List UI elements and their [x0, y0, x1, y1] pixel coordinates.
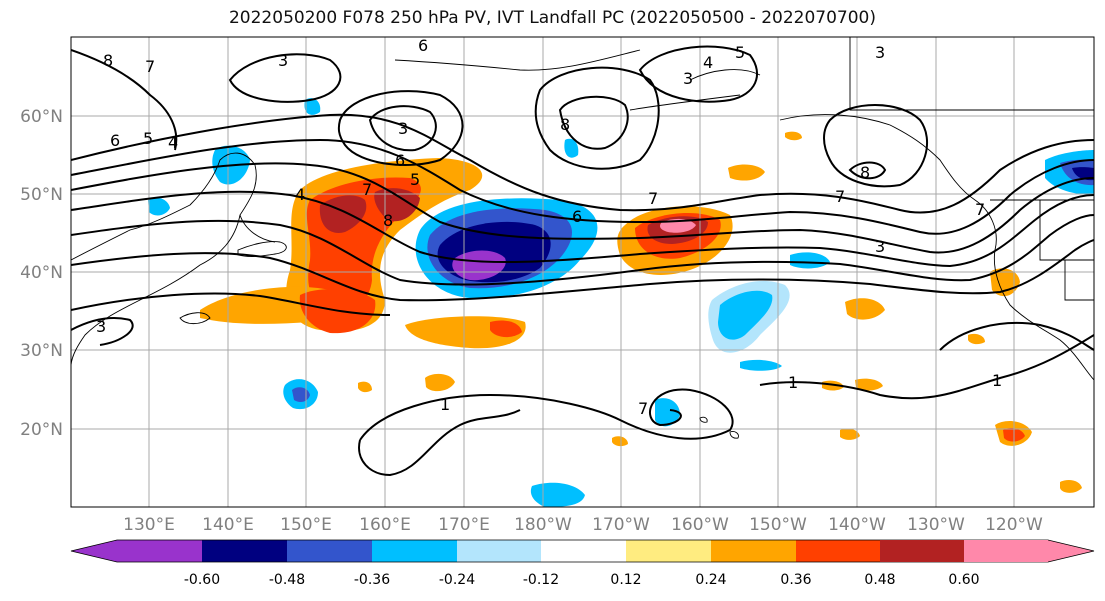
colorbar-segment: [457, 540, 541, 562]
contour-label: 3: [96, 317, 106, 336]
lon-label: 130°E: [123, 515, 175, 535]
lon-label: 180°W: [514, 515, 572, 535]
lat-label: 40°N: [20, 263, 63, 283]
colorbar-tick-label: 0.12: [610, 572, 641, 588]
contour-label: 5: [143, 129, 153, 148]
pv-contours: [71, 45, 1094, 477]
contour-label: 7: [835, 187, 845, 206]
colorbar: -0.60 -0.48 -0.36 -0.24 -0.12 0.12 0.24 …: [70, 539, 1095, 588]
contour-label: 1: [788, 373, 798, 392]
latitude-labels: 60°N 50°N 40°N 30°N 20°N: [20, 107, 63, 440]
contour-label: 7: [145, 57, 155, 76]
colorbar-segment: [541, 540, 626, 562]
contour-label: 7: [975, 200, 985, 219]
longitude-labels: 130°E 140°E 150°E 160°E 170°E 180°W 170°…: [123, 515, 1043, 535]
colorbar-segment: [202, 540, 287, 562]
colorbar-tick-label: 0.48: [864, 572, 895, 588]
contour-label: 6: [110, 131, 120, 150]
colorbar-tick-label: -0.36: [354, 572, 390, 588]
colorbar-segment: [796, 540, 880, 562]
contour-label: 1: [992, 371, 1002, 390]
graticule: [71, 37, 1094, 507]
lon-label: 130°W: [907, 515, 965, 535]
colorbar-segment: [964, 540, 1048, 562]
contour-label: 3: [278, 51, 288, 70]
lon-label: 170°W: [592, 515, 650, 535]
contour-label: 3: [875, 43, 885, 62]
lon-label: 120°W: [985, 515, 1043, 535]
lat-label: 20°N: [20, 420, 63, 440]
lon-label: 150°E: [280, 515, 332, 535]
colorbar-segment: [117, 540, 202, 562]
colorbar-tick-label: -0.48: [269, 572, 305, 588]
lat-label: 60°N: [20, 107, 63, 127]
colorbar-segment: [626, 540, 711, 562]
contour-label: 3: [398, 119, 408, 138]
contour-label: 6: [395, 151, 405, 170]
contour-label: 8: [103, 51, 113, 70]
map-title: 2022050200 F078 250 hPa PV, IVT Landfall…: [228, 8, 876, 28]
contour-label: 4: [168, 133, 178, 152]
colorbar-tick-label: 0.36: [780, 572, 811, 588]
colorbar-segment: [287, 540, 372, 562]
contour-label: 3: [683, 69, 693, 88]
lon-label: 150°W: [749, 515, 807, 535]
contour-label: 3: [875, 237, 885, 256]
contour-label: 7: [362, 180, 372, 199]
colorbar-tick-label: -0.24: [439, 572, 475, 588]
contour-label: 6: [418, 36, 428, 55]
contour-label: 7: [648, 189, 658, 208]
coastlines: [71, 37, 1094, 439]
colorbar-segment: [711, 540, 796, 562]
lon-label: 140°E: [202, 515, 254, 535]
contour-label: 1: [440, 395, 450, 414]
lon-label: 140°W: [828, 515, 886, 535]
contour-label: 5: [735, 43, 745, 62]
colorbar-segment: [880, 540, 964, 562]
contour-label: 6: [572, 207, 582, 226]
lat-label: 30°N: [20, 341, 63, 361]
lat-label: 50°N: [20, 185, 63, 205]
lon-label: 160°W: [671, 515, 729, 535]
colorbar-extend-left: [71, 540, 117, 562]
contour-label: 7: [638, 399, 648, 418]
map-frame: [70, 36, 1095, 508]
colorbar-extend-right: [1048, 540, 1094, 562]
shaded-anomalies: [148, 98, 1094, 507]
colorbar-tick-label: 0.60: [948, 572, 979, 588]
contour-labels: 8 7 3 6 5 4 6 5 4 3 8 7 6 5 4 3 8 7 6 3 …: [96, 36, 1002, 418]
colorbar-tick-label: -0.12: [523, 572, 559, 588]
colorbar-tick-label: -0.60: [184, 572, 220, 588]
contour-label: 4: [295, 185, 305, 204]
contour-label: 5: [410, 170, 420, 189]
contour-label: 8: [383, 211, 393, 230]
contour-label: 8: [560, 115, 570, 134]
lon-label: 170°E: [438, 515, 490, 535]
colorbar-segment: [372, 540, 457, 562]
lon-label: 160°E: [359, 515, 411, 535]
colorbar-outline: [70, 539, 1095, 563]
contour-label: 8: [860, 163, 870, 182]
contour-label: 4: [703, 53, 713, 72]
colorbar-tick-label: 0.24: [695, 572, 726, 588]
